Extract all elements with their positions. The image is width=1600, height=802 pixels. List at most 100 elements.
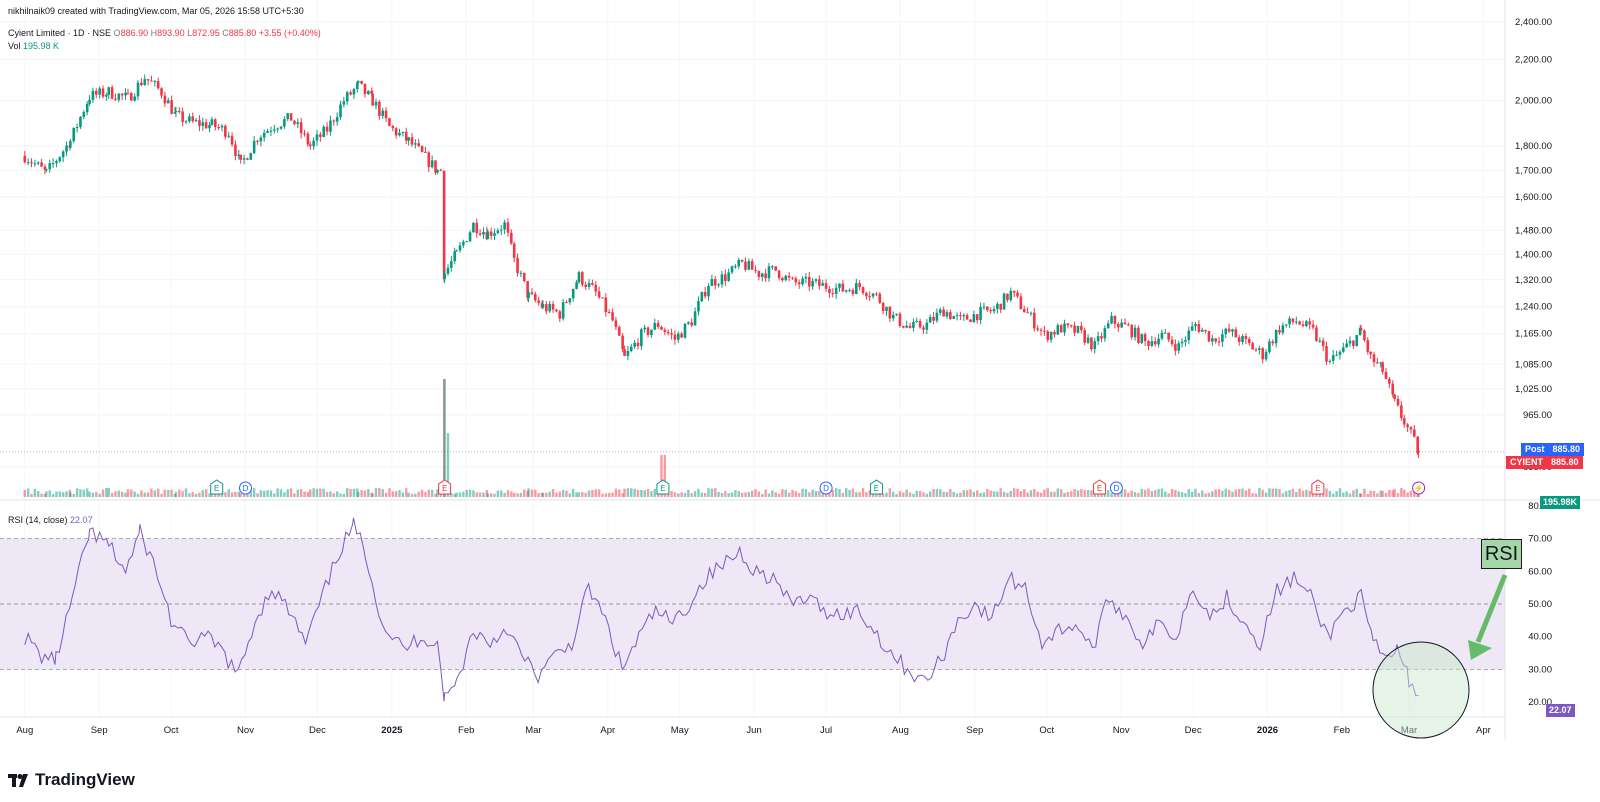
rsi-tick-label: 30.00 <box>1528 664 1552 675</box>
candle-body <box>834 287 838 295</box>
symbol-label[interactable]: Cyient Limited · 1D · NSE <box>8 28 112 38</box>
volume-bar <box>1278 489 1281 497</box>
candle-body <box>1120 322 1123 328</box>
volume-bar <box>436 489 439 497</box>
candle-body <box>332 120 336 122</box>
volume-bar <box>1167 493 1170 497</box>
candle-body <box>136 82 140 97</box>
volume-bar <box>663 455 667 497</box>
candle-body <box>663 329 667 332</box>
event-label: D <box>243 484 249 493</box>
candle-body <box>653 323 657 330</box>
candle-body <box>607 311 611 313</box>
volume-bar <box>747 491 751 497</box>
candle-body <box>629 346 633 352</box>
time-tick-label: Mar <box>1401 725 1417 736</box>
candle-body <box>868 296 872 298</box>
volume-bar <box>1221 490 1224 497</box>
volume-bar <box>794 491 798 497</box>
high-value: 893.90 <box>157 28 185 38</box>
volume-bar <box>1308 490 1311 497</box>
event-markers[interactable]: E D E E D E E D E ⚡ <box>210 479 1426 495</box>
volume-bar <box>834 488 838 497</box>
candle-body <box>604 297 608 312</box>
volume-bar <box>1301 490 1305 497</box>
volume-bar <box>48 490 51 497</box>
candle-body <box>797 282 801 285</box>
candle-body <box>577 272 581 283</box>
ticker-price-badge: CYIENT 885.80 <box>1506 456 1583 469</box>
volume-bar <box>986 488 989 497</box>
volume-bar <box>1187 489 1191 497</box>
time-tick-label: Nov <box>237 725 254 736</box>
time-tick-label: 2026 <box>1257 725 1278 736</box>
volume-bar <box>208 493 211 497</box>
candle-body <box>545 304 548 312</box>
candle-body <box>1083 330 1086 343</box>
candle-body <box>312 140 315 147</box>
volume-bar <box>523 489 526 497</box>
candle-body <box>465 241 468 243</box>
candle-body <box>43 166 47 170</box>
candle-body <box>1006 293 1009 301</box>
rsi-label[interactable]: RSI (14, close) <box>8 515 68 525</box>
candle-body <box>985 306 989 311</box>
price-tick-label: 2,400.00 <box>1515 17 1552 28</box>
volume-bar <box>530 489 534 497</box>
volume-bar <box>455 492 458 497</box>
volume-bar <box>1384 492 1388 497</box>
volume-bar <box>1211 491 1214 497</box>
candle-body <box>489 231 493 236</box>
volume-bar <box>1056 488 1060 497</box>
volume-bar <box>558 491 561 497</box>
candle-body <box>996 303 999 310</box>
volume-bar <box>1174 489 1177 497</box>
candle-body <box>23 155 27 163</box>
candle-body <box>1348 340 1352 344</box>
candle-body <box>888 306 892 319</box>
volume-bar <box>242 492 246 497</box>
candle-body <box>787 275 791 278</box>
candle-body <box>838 283 841 288</box>
volume-bar <box>621 493 624 497</box>
candle-body <box>1009 290 1013 301</box>
volume-bar <box>1348 493 1352 497</box>
volume-legend: Vol 195.98 K <box>8 41 60 51</box>
volume-bar <box>1234 489 1238 497</box>
candle-body <box>1200 329 1204 332</box>
volume-bar <box>811 489 814 497</box>
volume-bar <box>979 492 982 497</box>
candle-body <box>804 276 808 279</box>
candle-body <box>394 128 398 136</box>
candle-body <box>690 322 694 326</box>
candle-body <box>1254 349 1258 351</box>
candle-body <box>1221 334 1224 342</box>
volume-bar <box>269 490 273 497</box>
volume-bar <box>935 489 939 497</box>
candle-body <box>734 266 737 268</box>
volume-bar <box>150 488 153 497</box>
rsi-legend-value: 22.07 <box>70 515 93 525</box>
candle-body <box>865 293 868 297</box>
volume-bar <box>693 491 697 497</box>
volume-bar <box>1271 488 1274 497</box>
volume-bar <box>818 490 821 497</box>
volume-bar <box>577 492 581 497</box>
volume-bar <box>932 489 935 497</box>
volume-bar <box>814 491 818 497</box>
candle-body <box>581 272 584 285</box>
candle-body <box>1211 338 1214 342</box>
volume-bar <box>160 493 163 497</box>
time-tick-label: Sep <box>966 725 983 736</box>
candle-body <box>1308 321 1312 325</box>
volume-bar <box>703 492 707 497</box>
candle-body <box>841 283 845 292</box>
candle-body <box>442 170 446 280</box>
candle-body <box>482 231 485 235</box>
candle-body <box>30 162 33 164</box>
candle-body <box>972 314 976 323</box>
candle-body <box>747 261 751 270</box>
candle-body <box>1019 296 1023 310</box>
volume-bar <box>1197 493 1201 497</box>
